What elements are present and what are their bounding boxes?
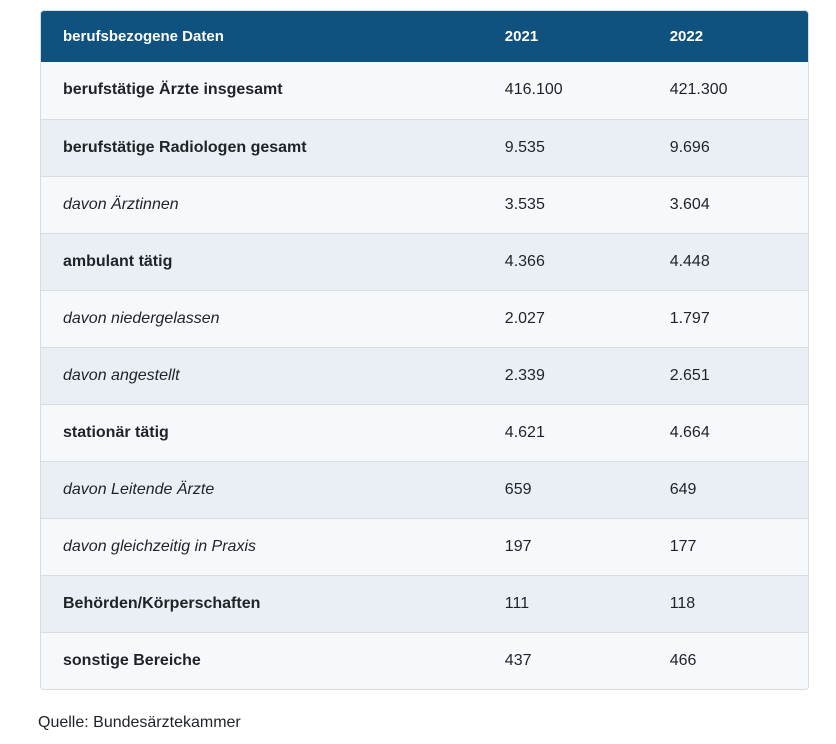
table-row: davon angestellt 2.339 2.651 (41, 346, 808, 404)
value-2022: 2.651 (647, 346, 808, 404)
row-label: davon gleichzeitig in Praxis (41, 517, 483, 575)
row-label: stationär tätig (41, 403, 483, 461)
row-label: davon niedergelassen (41, 289, 483, 347)
value-2021: 437 (482, 631, 648, 689)
value-2021: 4.366 (482, 232, 648, 290)
source-note: Quelle: Bundesärztekammer (38, 714, 241, 731)
table-body: berufstätige Ärzte insgesamt 416.100 421… (41, 62, 808, 689)
column-header-label: berufsbezogene Daten (41, 11, 483, 62)
table-row: berufstätige Ärzte insgesamt 416.100 421… (41, 62, 808, 119)
table-row: davon Leitende Ärzte 659 649 (41, 460, 808, 518)
row-label: berufstätige Radiologen gesamt (41, 118, 483, 176)
row-label: ambulant tätig (41, 232, 483, 290)
value-2022: 177 (647, 517, 808, 575)
table-row: Behörden/Körperschaften 111 118 (41, 574, 808, 632)
value-2022: 4.448 (647, 232, 808, 290)
value-2022: 421.300 (647, 62, 808, 119)
value-2022: 649 (647, 460, 808, 518)
header-row: berufsbezogene Daten 2021 2022 (41, 11, 808, 62)
value-2021: 3.535 (482, 175, 648, 233)
value-2022: 9.696 (647, 118, 808, 176)
table-row: berufstätige Radiologen gesamt 9.535 9.6… (41, 118, 808, 176)
row-label: davon Ärztinnen (41, 175, 483, 233)
value-2022: 1.797 (647, 289, 808, 347)
row-label: sonstige Bereiche (41, 631, 483, 689)
value-2022: 118 (647, 574, 808, 632)
value-2021: 659 (482, 460, 648, 518)
table-row: stationär tätig 4.621 4.664 (41, 403, 808, 461)
value-2021: 2.027 (482, 289, 648, 347)
table-row: sonstige Bereiche 437 466 (41, 631, 808, 689)
statistics-table: berufsbezogene Daten 2021 2022 berufstät… (41, 11, 808, 689)
value-2022: 4.664 (647, 403, 808, 461)
table-row: ambulant tätig 4.366 4.448 (41, 232, 808, 290)
column-header-2021: 2021 (482, 11, 648, 62)
value-2021: 416.100 (482, 62, 648, 119)
row-label: davon angestellt (41, 346, 483, 404)
row-label: Behörden/Körperschaften (41, 574, 483, 632)
row-label: davon Leitende Ärzte (41, 460, 483, 518)
table-row: davon Ärztinnen 3.535 3.604 (41, 175, 808, 233)
table-row: davon niedergelassen 2.027 1.797 (41, 289, 808, 347)
value-2021: 197 (482, 517, 648, 575)
row-label: berufstätige Ärzte insgesamt (41, 62, 483, 119)
value-2021: 111 (482, 574, 648, 632)
value-2022: 3.604 (647, 175, 808, 233)
value-2021: 9.535 (482, 118, 648, 176)
value-2022: 466 (647, 631, 808, 689)
table-frame: berufsbezogene Daten 2021 2022 berufstät… (40, 10, 809, 690)
value-2021: 2.339 (482, 346, 648, 404)
value-2021: 4.621 (482, 403, 648, 461)
table-widget: berufsbezogene Daten 2021 2022 berufstät… (38, 10, 809, 732)
table-row: davon gleichzeitig in Praxis 197 177 (41, 517, 808, 575)
column-header-2022: 2022 (647, 11, 808, 62)
